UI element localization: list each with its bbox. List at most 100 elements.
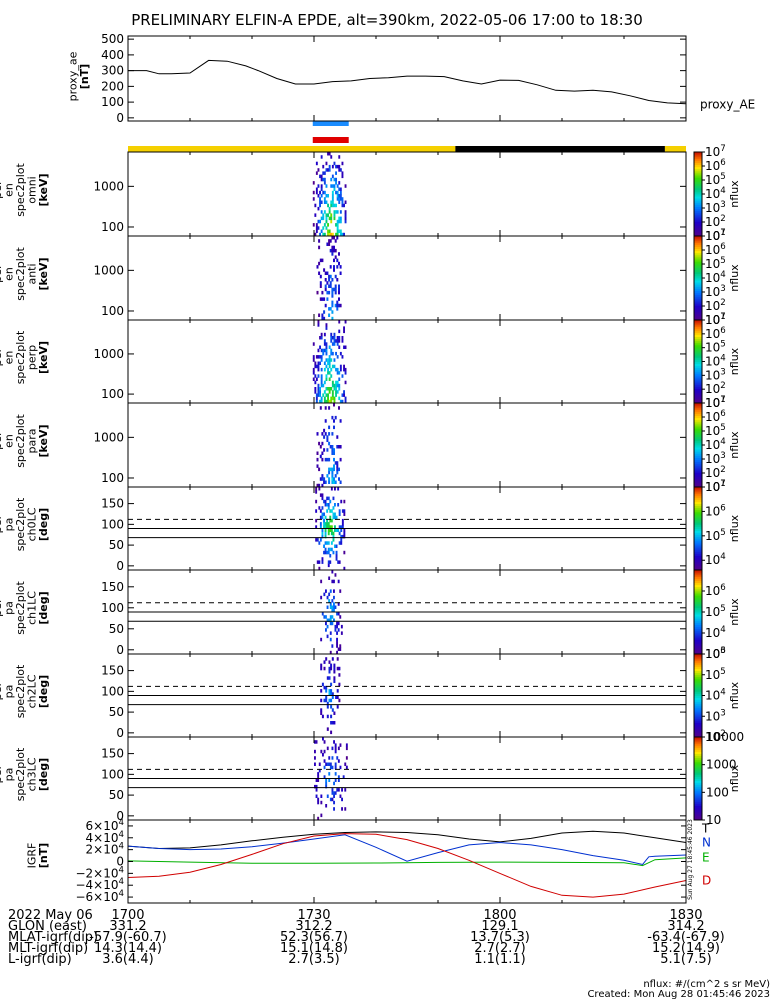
- spectrogram-cell: [345, 746, 348, 751]
- colorbar-step: [694, 259, 702, 262]
- tick-label: 300: [101, 64, 124, 78]
- spectrogram-cell: [344, 788, 347, 792]
- ylabel-line: pef: [0, 264, 4, 283]
- spectrogram-cell: [331, 695, 334, 699]
- colorbar-step: [694, 407, 702, 410]
- colorbar-step: [694, 588, 702, 592]
- spectrogram-cell: [334, 290, 337, 295]
- spectrogram-cell: [326, 727, 329, 731]
- spectrogram-cell: [319, 454, 322, 459]
- spectrogram-cell: [333, 336, 336, 340]
- spectrogram-cell: [331, 294, 334, 298]
- spectrogram-cell: [334, 474, 337, 478]
- panel-frame: [127, 235, 687, 321]
- spectrogram-cell: [320, 355, 323, 359]
- spectrogram-cell: [327, 541, 330, 545]
- spectrogram-cell: [327, 367, 329, 372]
- spectrogram-cell: [333, 258, 335, 263]
- spectrogram-cell: [321, 290, 324, 295]
- colorbar-step: [694, 424, 702, 427]
- colorbar-step: [694, 538, 702, 542]
- spectrogram-cell: [333, 387, 336, 391]
- spectrogram-cell: [343, 512, 346, 516]
- tick-label: 102: [705, 298, 726, 313]
- spectrogram-cell: [339, 265, 342, 269]
- colorbar-step: [694, 753, 702, 757]
- spectrogram-cell: [319, 284, 322, 288]
- spectrogram-cell: [337, 647, 340, 651]
- spectrogram-cell: [320, 210, 323, 214]
- spectrogram-cell: [344, 200, 347, 204]
- ylabel-line: spec2plot: [14, 581, 27, 635]
- spectrogram-cell: [335, 339, 337, 343]
- spectrogram-cell: [333, 399, 336, 404]
- spectrogram-cell: [318, 261, 321, 266]
- spectrogram-cell: [317, 816, 320, 821]
- spectrogram-cell: [333, 794, 335, 798]
- spectrogram-cell: [336, 236, 339, 240]
- spectrogram-cell: [338, 284, 340, 288]
- colorbar-step: [694, 472, 702, 475]
- colorbar-step: [694, 658, 702, 661]
- spectrogram-cell: [323, 390, 326, 394]
- spectrogram-cell: [323, 210, 326, 214]
- spectrogram-cell: [338, 512, 341, 516]
- spectrogram-cell: [345, 765, 348, 770]
- tick-label: 1000: [93, 263, 124, 277]
- ephemeris-value: 14.3(14.4): [94, 941, 162, 956]
- spectrogram-cell: [338, 287, 340, 292]
- spectrogram-cell: [344, 219, 347, 224]
- spectrogram-cell: [323, 200, 326, 204]
- spectrogram-cell: [315, 229, 318, 233]
- colorbar-step: [694, 273, 702, 277]
- panel-igrf: [127, 819, 687, 904]
- spectrogram-cell: [322, 348, 325, 353]
- spectrogram-cell: [338, 339, 341, 343]
- spectrogram-cell: [319, 390, 321, 394]
- colorbar-step: [694, 371, 702, 375]
- spectrogram-cell: [320, 377, 323, 381]
- colorbar-step: [694, 282, 702, 285]
- colorbar-step: [694, 231, 702, 235]
- colorbar-step: [694, 242, 702, 245]
- spectrogram-cell: [325, 778, 328, 782]
- spectrogram-cell: [326, 509, 329, 513]
- spectrogram-cell: [331, 252, 334, 256]
- spectrogram-cell: [331, 287, 334, 292]
- spectrogram-cell: [328, 692, 331, 696]
- ylabel-line: spec2plot: [14, 163, 27, 217]
- spectrogram-cell: [320, 200, 323, 204]
- spectrogram-cell: [326, 794, 329, 798]
- spectrogram-cell: [326, 518, 329, 523]
- spectrogram-cell: [341, 522, 344, 526]
- spectrogram-cell: [318, 762, 321, 766]
- tick-label: 107: [705, 312, 726, 327]
- spectrogram-cell: [338, 197, 341, 201]
- colorbar-step: [694, 766, 702, 769]
- spectrogram-cell: [323, 316, 326, 321]
- spectrogram-cell: [329, 797, 332, 802]
- spectrogram-cell: [321, 682, 324, 687]
- colorbar-step: [694, 447, 702, 450]
- colorbar-step: [694, 168, 702, 172]
- ylabel-line: [deg]: [37, 758, 50, 791]
- colorbar-step: [694, 208, 702, 212]
- ylabel-igrf: IGRF[nT]: [26, 843, 51, 869]
- spectrogram-cell: [322, 226, 325, 230]
- colorbar-step: [694, 801, 702, 804]
- spectrogram-cell: [339, 457, 342, 462]
- spectrogram-cell: [331, 316, 334, 321]
- colorbar-step: [694, 194, 702, 197]
- colorbar-step: [694, 449, 702, 452]
- spectrogram-cell: [327, 223, 329, 227]
- spectrogram-cell: [341, 534, 344, 539]
- spectrogram-cell: [326, 438, 329, 442]
- tick-label: 100: [101, 684, 124, 698]
- ephemeris-value: 314.2: [667, 919, 704, 934]
- colorbar-step: [694, 790, 702, 794]
- spectrogram-cell: [339, 271, 342, 275]
- spectrogram-cell: [325, 804, 328, 808]
- spectrogram-cell: [331, 708, 334, 712]
- spectrogram-cell: [343, 566, 346, 571]
- colorbar-step: [694, 390, 702, 394]
